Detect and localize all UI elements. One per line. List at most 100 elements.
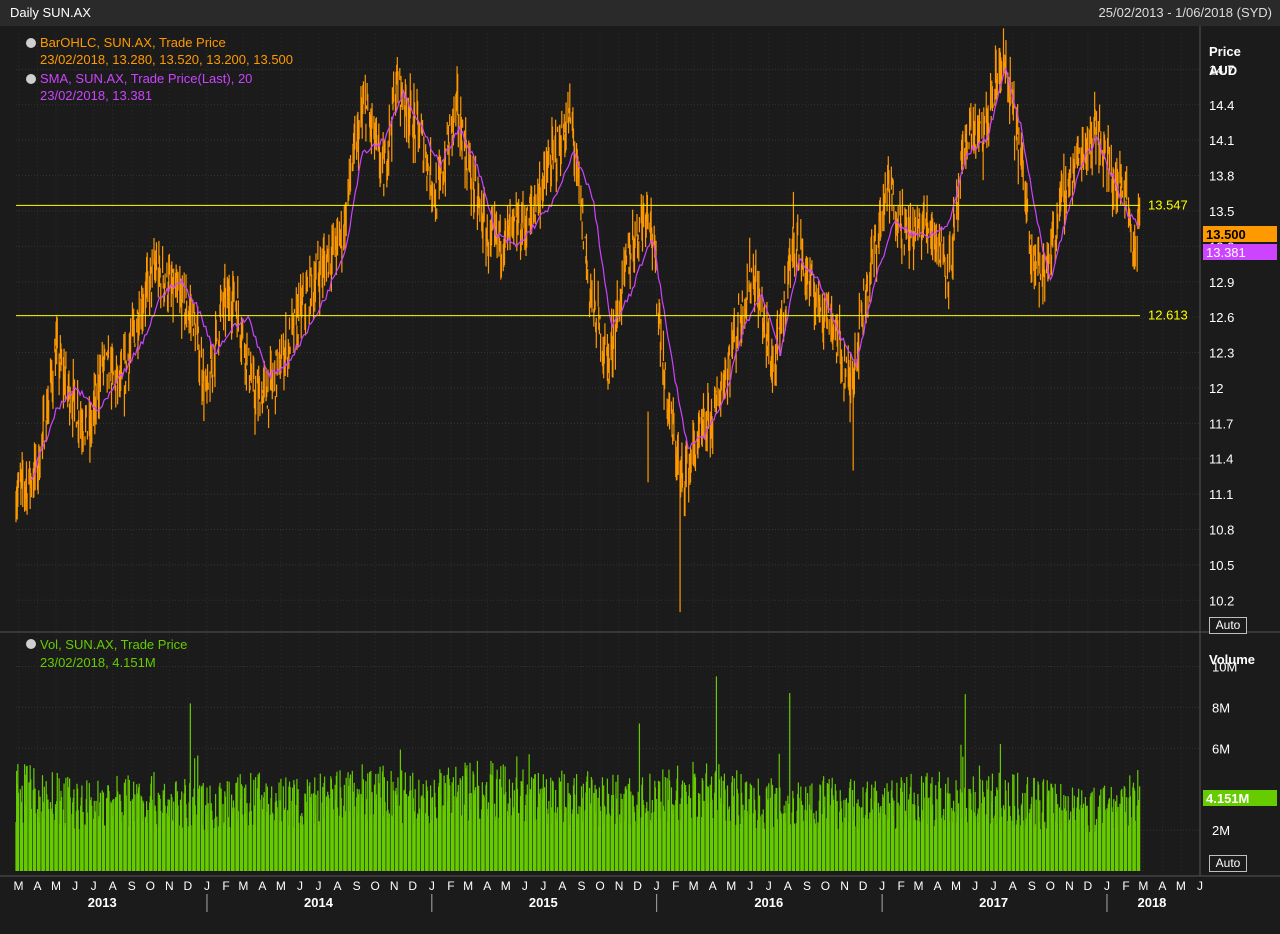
month-tick-label: N — [165, 879, 174, 893]
month-tick-label: S — [1028, 879, 1036, 893]
price-legend-values: 23/02/2018, 13.280, 13.520, 13.200, 13.5… — [40, 52, 293, 67]
month-tick-label: F — [672, 879, 679, 893]
month-tick-label: J — [540, 879, 546, 893]
volume-axis-title: Volume — [1209, 652, 1255, 667]
month-tick-label: A — [934, 879, 942, 893]
horizontal-line-label: 12.613 — [1148, 308, 1188, 323]
month-tick-label: D — [633, 879, 642, 893]
month-tick-label: J — [991, 879, 997, 893]
last-volume-badge-text: 4.151M — [1206, 791, 1249, 806]
month-tick-label: J — [315, 879, 321, 893]
price-tick-label: 14.1 — [1209, 133, 1234, 148]
date-range: 25/02/2013 - 1/06/2018 (SYD) — [1098, 5, 1272, 20]
month-tick-label: N — [615, 879, 624, 893]
month-tick-label: F — [447, 879, 454, 893]
price-legend: BarOHLC, SUN.AX, Trade Price 23/02/2018,… — [26, 35, 293, 103]
month-tick-label: D — [859, 879, 868, 893]
legend-clock-icon[interactable] — [26, 74, 36, 84]
month-tick-label: M — [951, 879, 961, 893]
month-tick-label: J — [972, 879, 978, 893]
horizontal-lines: 13.547 12.613 — [16, 197, 1188, 323]
volume-auto-scale-button[interactable]: Auto — [1209, 855, 1247, 872]
month-tick-label: M — [463, 879, 473, 893]
month-tick-label: J — [91, 879, 97, 893]
year-tick-label: 2015 — [529, 895, 558, 910]
volume-tick-label: 10M — [1212, 659, 1237, 674]
price-legend-label: BarOHLC, SUN.AX, Trade Price — [40, 35, 226, 50]
sma-badge-text: 13.381 — [1206, 245, 1246, 260]
month-tick-label: M — [276, 879, 286, 893]
sma-badge — [1203, 244, 1277, 260]
month-tick-label: M — [689, 879, 699, 893]
month-tick-label: J — [654, 879, 660, 893]
month-tick-label: O — [370, 879, 379, 893]
month-tick-label: D — [408, 879, 417, 893]
month-tick-label: A — [109, 879, 117, 893]
volume-legend-label: Vol, SUN.AX, Trade Price — [40, 637, 187, 652]
month-tick-label: J — [297, 879, 303, 893]
month-tick-label: M — [238, 879, 248, 893]
month-tick-label: A — [784, 879, 792, 893]
month-tick-label: O — [146, 879, 155, 893]
month-tick-label: J — [72, 879, 78, 893]
horizontal-line-label: 13.547 — [1148, 197, 1188, 212]
month-tick-label: S — [578, 879, 586, 893]
legend-clock-icon[interactable] — [26, 639, 36, 649]
month-tick-label: A — [1158, 879, 1166, 893]
month-tick-label: F — [222, 879, 229, 893]
year-tick-label: 2014 — [304, 895, 334, 910]
month-tick-label: M — [726, 879, 736, 893]
price-tick-label: 12 — [1209, 381, 1223, 396]
month-tick-label: S — [803, 879, 811, 893]
price-axis-title: Price — [1209, 44, 1241, 59]
price-tick-label: 11.1 — [1209, 487, 1233, 502]
month-tick-label: M — [1138, 879, 1148, 893]
price-tick-label: 12.3 — [1209, 346, 1234, 361]
price-tick-label: 11.7 — [1209, 416, 1233, 431]
month-tick-label: A — [258, 879, 266, 893]
price-tick-label: 12.9 — [1209, 275, 1234, 290]
sma-line — [30, 67, 1140, 480]
month-tick-label: A — [483, 879, 491, 893]
month-tick-label: J — [204, 879, 210, 893]
month-tick-label: J — [766, 879, 772, 893]
month-tick-label: F — [898, 879, 905, 893]
month-tick-label: A — [709, 879, 717, 893]
month-tick-label: J — [879, 879, 885, 893]
price-tick-label: 13.8 — [1209, 169, 1234, 184]
price-tick-label: 10.8 — [1209, 523, 1234, 538]
volume-legend-values: 23/02/2018, 4.151M — [40, 655, 156, 670]
price-tick-label: 10.2 — [1209, 593, 1234, 608]
month-tick-label: J — [1104, 879, 1110, 893]
month-tick-label: M — [1176, 879, 1186, 893]
window-title: Daily SUN.AX — [10, 5, 91, 20]
month-tick-label: A — [558, 879, 566, 893]
price-tick-label: 10.5 — [1209, 558, 1234, 573]
month-tick-label: M — [13, 879, 23, 893]
month-tick-label: A — [1009, 879, 1017, 893]
volume-tick-label: 8M — [1212, 700, 1230, 715]
volume-tick-label: 2M — [1212, 823, 1230, 838]
year-tick-label: 2013 — [88, 895, 117, 910]
month-tick-label: M — [913, 879, 923, 893]
month-tick-label: D — [184, 879, 193, 893]
month-tick-label: J — [522, 879, 528, 893]
price-tick-label: 12.6 — [1209, 310, 1234, 325]
volume-legend: Vol, SUN.AX, Trade Price 23/02/2018, 4.1… — [26, 637, 187, 670]
sma-legend-values: 23/02/2018, 13.381 — [40, 88, 152, 103]
month-tick-label: N — [390, 879, 399, 893]
year-tick-label: 2018 — [1137, 895, 1166, 910]
month-tick-label: O — [595, 879, 604, 893]
price-tick-label: 14.7 — [1209, 62, 1234, 77]
legend-clock-icon[interactable] — [26, 38, 36, 48]
month-tick-label: O — [1046, 879, 1055, 893]
month-tick-label: N — [1065, 879, 1074, 893]
price-auto-scale-button[interactable]: Auto — [1209, 617, 1247, 634]
price-tick-label: 13.5 — [1209, 204, 1234, 219]
year-tick-label: 2017 — [979, 895, 1008, 910]
price-tick-label: 14.4 — [1209, 98, 1234, 113]
month-tick-label: S — [128, 879, 136, 893]
month-tick-label: J — [747, 879, 753, 893]
